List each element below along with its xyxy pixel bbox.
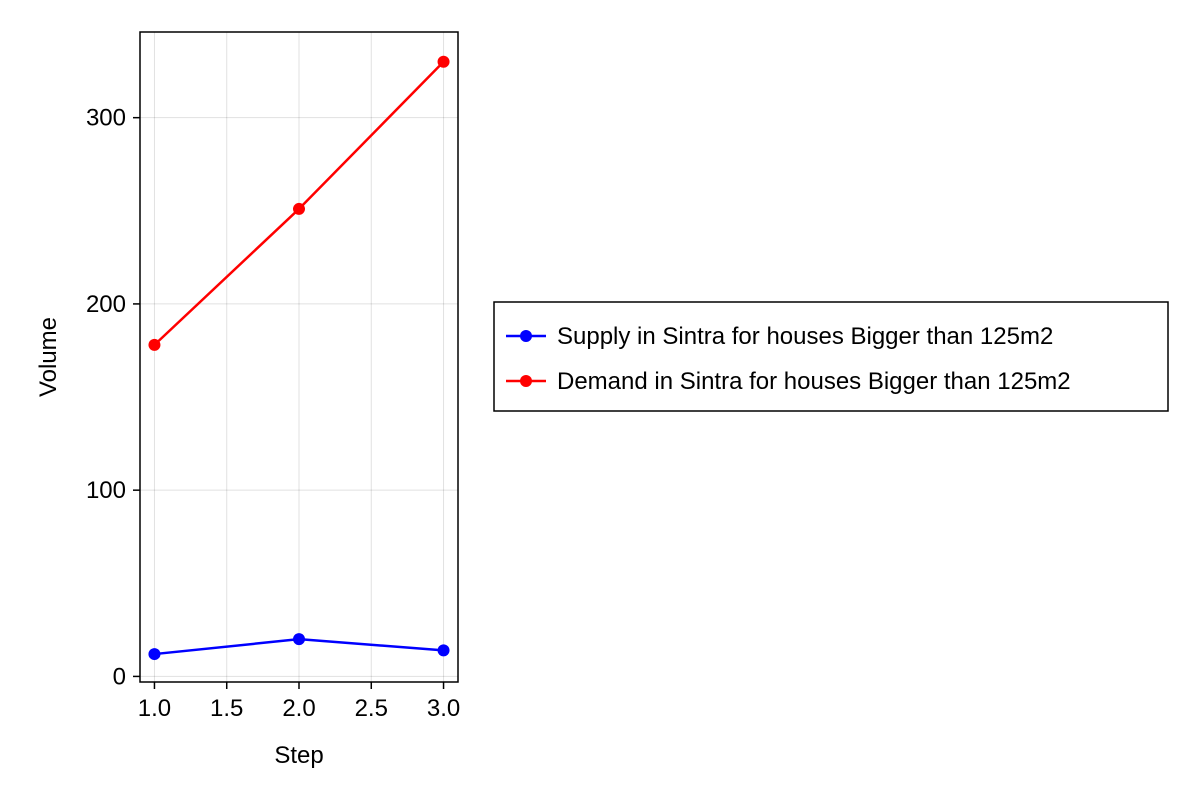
data-point-series-2 (293, 202, 305, 215)
y-tick-label: 300 (86, 105, 126, 132)
data-point-series-1 (148, 648, 161, 661)
y-axis-label: Volume (35, 317, 62, 397)
legend-label: Supply in Sintra for houses Bigger than … (557, 323, 1053, 350)
tick-layer: 1.0 1.5 2.0 2.5 3.0 0 100 200 300 (86, 105, 460, 722)
legend-item-2: Demand in Sintra for houses Bigger than … (506, 368, 1071, 395)
x-tick-label: 1.0 (138, 695, 171, 722)
x-axis-label: Step (274, 742, 323, 769)
y-tick-label: 200 (86, 291, 126, 318)
x-tick-label: 2.5 (355, 695, 388, 722)
x-tick-label: 1.5 (210, 695, 243, 722)
legend-marker-swatch (520, 330, 532, 342)
data-point-series-2 (437, 55, 450, 68)
legend-label: Demand in Sintra for houses Bigger than … (557, 368, 1071, 395)
y-tick-label: 0 (113, 663, 126, 690)
legend-items: Supply in Sintra for houses Bigger than … (506, 323, 1071, 395)
x-tick-label: 3.0 (427, 695, 460, 722)
x-tick-label: 2.0 (282, 695, 315, 722)
legend-marker-swatch (520, 375, 532, 387)
grid-layer (140, 32, 458, 682)
data-point-series-1 (437, 644, 450, 657)
y-tick-label: 100 (86, 477, 126, 504)
legend-box (493, 301, 1169, 412)
plot-layer (148, 55, 450, 661)
data-point-series-1 (293, 633, 305, 646)
legend-item-1: Supply in Sintra for houses Bigger than … (506, 323, 1053, 350)
legend: Supply in Sintra for houses Bigger than … (493, 301, 1169, 412)
data-point-series-2 (148, 338, 161, 351)
